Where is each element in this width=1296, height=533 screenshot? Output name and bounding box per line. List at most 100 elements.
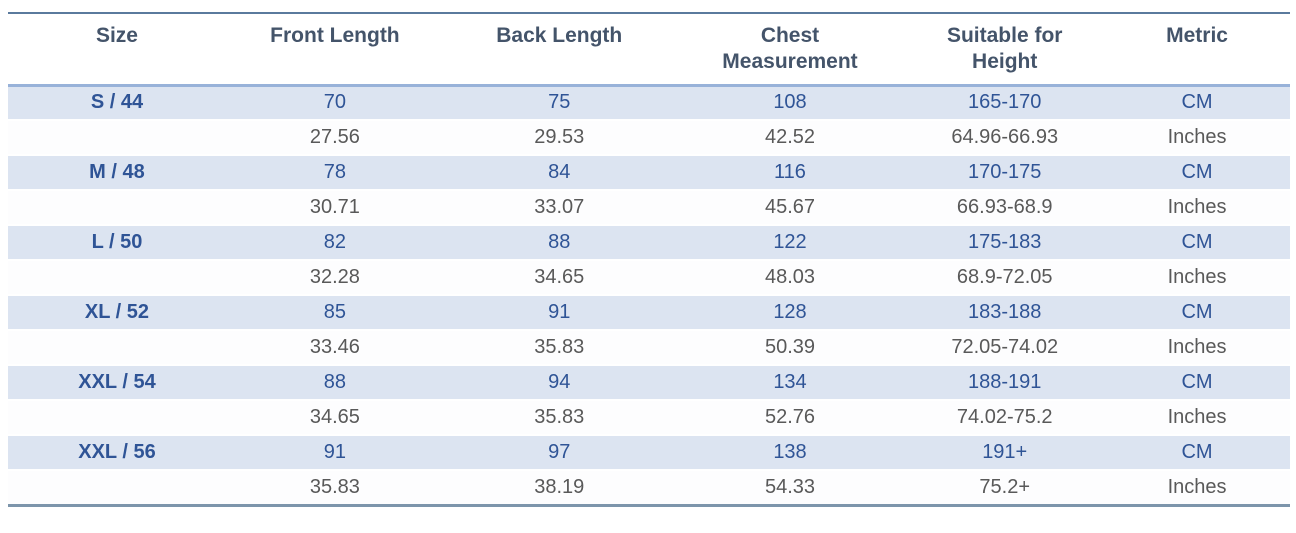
cell-front-length: 27.56 — [225, 120, 444, 156]
table-row-xxl54-cm: XXL / 54 88 94 134 188-191 CM — [8, 365, 1290, 401]
cell-front-length: 91 — [225, 435, 444, 471]
cell-back-length: 38.19 — [443, 470, 675, 505]
header-suitable-for-height: Suitable for Height — [905, 13, 1105, 87]
cell-back-length: 35.83 — [443, 330, 675, 366]
cell-back-length: 34.65 — [443, 260, 675, 296]
table-row-xl52-cm: XL / 52 85 91 128 183-188 CM — [8, 295, 1290, 331]
cell-metric: CM — [1104, 295, 1290, 331]
cell-back-length: 75 — [443, 85, 675, 121]
cell-size — [8, 120, 226, 156]
cell-suitable-height: 66.93-68.9 — [905, 190, 1105, 226]
header-back-length: Back Length — [443, 13, 675, 87]
header-row: Size Front Length Back Length Chest Meas… — [8, 13, 1290, 87]
cell-chest-measurement: 50.39 — [674, 330, 906, 366]
cell-chest-measurement: 54.33 — [674, 470, 906, 505]
header-suitable-for-height-label: Suitable for Height — [946, 24, 1063, 74]
cell-suitable-height: 170-175 — [905, 155, 1105, 191]
cell-back-length: 84 — [443, 155, 675, 191]
cell-suitable-height: 75.2+ — [905, 470, 1105, 505]
cell-metric: CM — [1104, 225, 1290, 261]
cell-suitable-height: 74.02-75.2 — [905, 400, 1105, 436]
cell-front-length: 34.65 — [225, 400, 444, 436]
cell-front-length: 78 — [225, 155, 444, 191]
header-size-label: Size — [95, 24, 138, 47]
table-row-s44-cm: S / 44 70 75 108 165-170 CM — [8, 85, 1290, 121]
cell-size: S / 44 — [8, 85, 226, 121]
table-row-xxl56-inches: 35.83 38.19 54.33 75.2+ Inches — [8, 470, 1290, 505]
cell-metric: Inches — [1104, 120, 1290, 156]
header-back-length-label: Back Length — [496, 24, 623, 47]
cell-metric: Inches — [1104, 190, 1290, 226]
cell-back-length: 94 — [443, 365, 675, 401]
table-body: S / 44 70 75 108 165-170 CM 27.56 29.53 … — [8, 85, 1290, 505]
table-row-xl52-inches: 33.46 35.83 50.39 72.05-74.02 Inches — [8, 330, 1290, 366]
cell-suitable-height: 191+ — [905, 435, 1105, 471]
cell-size: XXL / 56 — [8, 435, 226, 471]
cell-metric: Inches — [1104, 470, 1290, 505]
cell-chest-measurement: 108 — [674, 85, 906, 121]
cell-suitable-height: 68.9-72.05 — [905, 260, 1105, 296]
table-row-xxl54-inches: 34.65 35.83 52.76 74.02-75.2 Inches — [8, 400, 1290, 436]
cell-suitable-height: 64.96-66.93 — [905, 120, 1105, 156]
cell-metric: Inches — [1104, 400, 1290, 436]
cell-front-length: 32.28 — [225, 260, 444, 296]
cell-front-length: 30.71 — [225, 190, 444, 226]
header-front-length: Front Length — [225, 13, 444, 87]
cell-front-length: 70 — [225, 85, 444, 121]
cell-back-length: 91 — [443, 295, 675, 331]
cell-suitable-height: 165-170 — [905, 85, 1105, 121]
cell-front-length: 88 — [225, 365, 444, 401]
header-metric-label: Metric — [1166, 24, 1228, 47]
cell-back-length: 97 — [443, 435, 675, 471]
header-size: Size — [8, 13, 226, 87]
cell-chest-measurement: 122 — [674, 225, 906, 261]
cell-metric: CM — [1104, 85, 1290, 121]
cell-chest-measurement: 138 — [674, 435, 906, 471]
cell-suitable-height: 175-183 — [905, 225, 1105, 261]
table-row-l50-inches: 32.28 34.65 48.03 68.9-72.05 Inches — [8, 260, 1290, 296]
cell-suitable-height: 72.05-74.02 — [905, 330, 1105, 366]
cell-suitable-height: 183-188 — [905, 295, 1105, 331]
cell-metric: CM — [1104, 155, 1290, 191]
cell-chest-measurement: 42.52 — [674, 120, 906, 156]
table-row-xxl56-cm: XXL / 56 91 97 138 191+ CM — [8, 435, 1290, 471]
cell-front-length: 33.46 — [225, 330, 444, 366]
cell-metric: CM — [1104, 365, 1290, 401]
cell-chest-measurement: 52.76 — [674, 400, 906, 436]
cell-size — [8, 190, 226, 226]
cell-back-length: 35.83 — [443, 400, 675, 436]
cell-size — [8, 470, 226, 505]
header-front-length-label: Front Length — [270, 24, 400, 47]
table-row-m48-cm: M / 48 78 84 116 170-175 CM — [8, 155, 1290, 191]
cell-chest-measurement: 116 — [674, 155, 906, 191]
header-chest-measurement-label: Chest Measurement — [722, 24, 858, 74]
size-chart-table: Size Front Length Back Length Chest Meas… — [8, 12, 1290, 507]
cell-chest-measurement: 45.67 — [674, 190, 906, 226]
table-row-s44-inches: 27.56 29.53 42.52 64.96-66.93 Inches — [8, 120, 1290, 156]
cell-metric: Inches — [1104, 260, 1290, 296]
cell-size — [8, 330, 226, 366]
cell-chest-measurement: 134 — [674, 365, 906, 401]
cell-size — [8, 260, 226, 296]
cell-metric: Inches — [1104, 330, 1290, 366]
cell-chest-measurement: 128 — [674, 295, 906, 331]
cell-chest-measurement: 48.03 — [674, 260, 906, 296]
cell-back-length: 33.07 — [443, 190, 675, 226]
cell-size: XXL / 54 — [8, 365, 226, 401]
header-chest-measurement: Chest Measurement — [674, 13, 906, 87]
cell-metric: CM — [1104, 435, 1290, 471]
table-header: Size Front Length Back Length Chest Meas… — [8, 13, 1290, 87]
cell-suitable-height: 188-191 — [905, 365, 1105, 401]
header-metric: Metric — [1104, 13, 1290, 87]
cell-size: L / 50 — [8, 225, 226, 261]
cell-size: XL / 52 — [8, 295, 226, 331]
cell-size — [8, 400, 226, 436]
cell-front-length: 82 — [225, 225, 444, 261]
table-row-l50-cm: L / 50 82 88 122 175-183 CM — [8, 225, 1290, 261]
table-row-m48-inches: 30.71 33.07 45.67 66.93-68.9 Inches — [8, 190, 1290, 226]
cell-size: M / 48 — [8, 155, 226, 191]
cell-back-length: 88 — [443, 225, 675, 261]
cell-front-length: 85 — [225, 295, 444, 331]
cell-front-length: 35.83 — [225, 470, 444, 505]
